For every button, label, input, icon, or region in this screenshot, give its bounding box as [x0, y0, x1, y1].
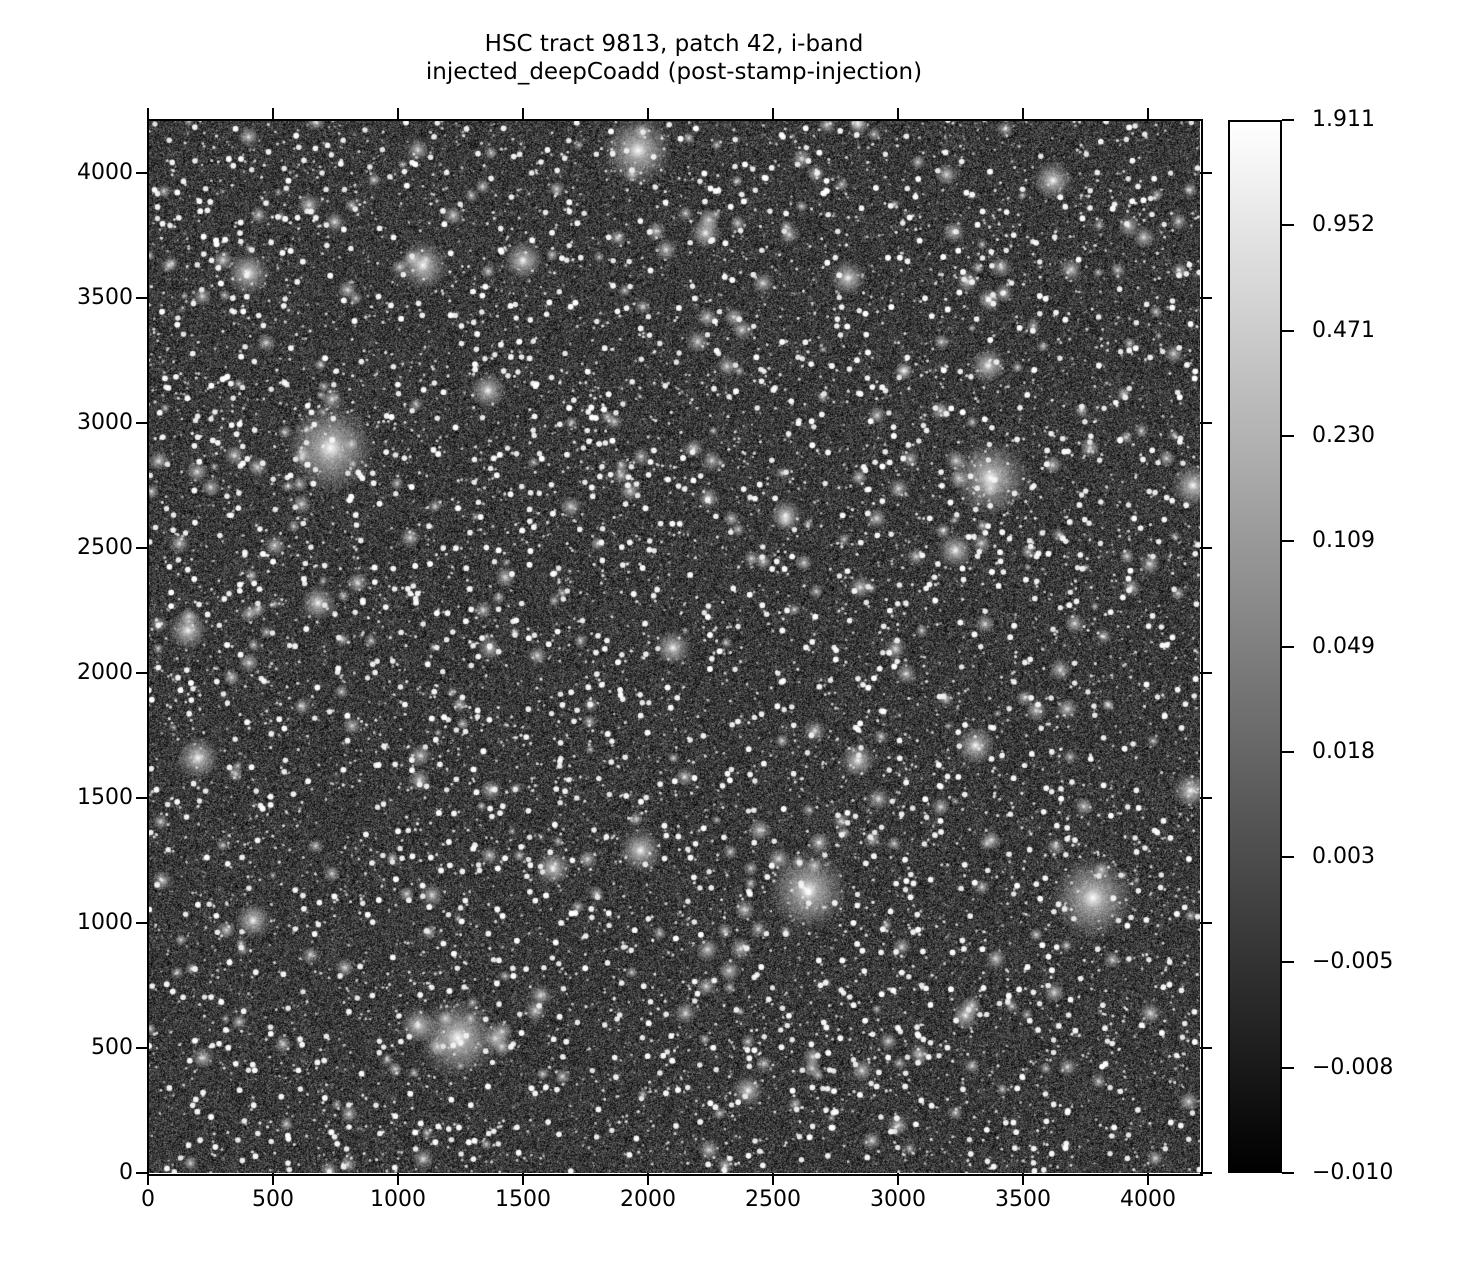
x-tick-label: 1000: [370, 1187, 426, 1212]
y-tick-right: [1200, 547, 1212, 549]
y-tick-left: [136, 297, 148, 299]
colorbar-tick: [1282, 645, 1294, 648]
colorbar-tick: [1282, 1172, 1294, 1174]
y-tick-left: [136, 797, 148, 799]
x-tick-label: 3500: [995, 1187, 1051, 1212]
colorbar-tick: [1282, 224, 1294, 227]
x-tick-label: 2000: [620, 1187, 676, 1212]
y-tick-right: [1200, 297, 1212, 299]
colorbar-tick-label: 1.911: [1312, 107, 1375, 132]
y-tick-right: [1200, 1172, 1212, 1174]
colorbar-tick-label: 0.471: [1312, 317, 1375, 343]
y-tick-right: [1200, 422, 1212, 424]
colorbar-tick-label: 0.018: [1312, 738, 1375, 764]
y-tick-left: [136, 547, 148, 549]
y-tick-left: [136, 172, 148, 174]
x-tick-label: 3000: [870, 1187, 926, 1212]
y-tick-right: [1200, 672, 1212, 674]
y-tick-label: 3000: [77, 410, 133, 435]
x-tick-bottom: [147, 1173, 149, 1185]
y-tick-label: 4000: [77, 160, 133, 185]
y-tick-right: [1200, 1047, 1212, 1049]
colorbar-tick: [1282, 329, 1294, 332]
colorbar-tick: [1282, 119, 1294, 121]
x-tick-bottom: [897, 1173, 899, 1185]
x-tick-bottom: [1147, 1173, 1149, 1185]
chart-title-line-1: HSC tract 9813, patch 42, i-band: [484, 31, 864, 57]
colorbar-tick-label: 0.952: [1312, 212, 1375, 238]
x-tick-top: [522, 108, 524, 120]
x-tick-top: [647, 108, 649, 120]
y-tick-left: [136, 1047, 148, 1049]
x-tick-label: 1500: [495, 1187, 551, 1212]
y-tick-right: [1200, 922, 1212, 924]
y-tick-label: 2000: [77, 660, 133, 685]
colorbar-tick: [1282, 540, 1294, 543]
x-tick-label: 500: [252, 1187, 294, 1212]
colorbar-tick-label: −0.008: [1312, 1054, 1394, 1080]
sky-image: [148, 120, 1200, 1173]
colorbar-tick-label: 0.109: [1312, 528, 1375, 554]
colorbar-tick-label: −0.010: [1312, 1160, 1394, 1185]
x-tick-bottom: [1022, 1173, 1024, 1185]
colorbar-tick: [1282, 750, 1294, 753]
chart-title-line-2: injected_deepCoadd (post-stamp-injection…: [425, 59, 923, 85]
colorbar-tick-label: −0.005: [1312, 949, 1394, 975]
x-tick-bottom: [522, 1173, 524, 1185]
x-tick-top: [1022, 108, 1024, 120]
colorbar-tick: [1282, 434, 1294, 437]
colorbar-tick: [1282, 1066, 1294, 1069]
colorbar-tick-label: 0.003: [1312, 844, 1375, 870]
y-tick-right: [1200, 797, 1212, 799]
x-tick-bottom: [272, 1173, 274, 1185]
y-tick-label: 1000: [77, 910, 133, 935]
x-tick-top: [772, 108, 774, 120]
x-tick-bottom: [772, 1173, 774, 1185]
y-tick-label: 0: [119, 1160, 133, 1185]
colorbar-tick-label: 0.049: [1312, 633, 1375, 659]
x-tick-label: 0: [141, 1187, 155, 1212]
y-tick-right: [1200, 172, 1212, 174]
colorbar: [1228, 120, 1282, 1173]
y-tick-label: 1500: [77, 785, 133, 810]
colorbar-tick: [1282, 961, 1294, 964]
x-tick-top: [147, 108, 149, 120]
x-tick-bottom: [397, 1173, 399, 1185]
y-tick-left: [136, 922, 148, 924]
x-tick-label: 2500: [745, 1187, 801, 1212]
colorbar-tick-label: 0.230: [1312, 422, 1375, 448]
y-tick-label: 3500: [77, 285, 133, 310]
y-tick-label: 2500: [77, 535, 133, 560]
colorbar-tick: [1282, 856, 1294, 859]
y-tick-label: 500: [91, 1035, 133, 1060]
x-tick-bottom: [647, 1173, 649, 1185]
x-tick-label: 4000: [1120, 1187, 1176, 1212]
x-tick-top: [272, 108, 274, 120]
y-tick-left: [136, 422, 148, 424]
x-tick-top: [1147, 108, 1149, 120]
x-tick-top: [897, 108, 899, 120]
y-tick-left: [136, 672, 148, 674]
x-tick-top: [397, 108, 399, 120]
y-tick-left: [136, 1172, 148, 1174]
